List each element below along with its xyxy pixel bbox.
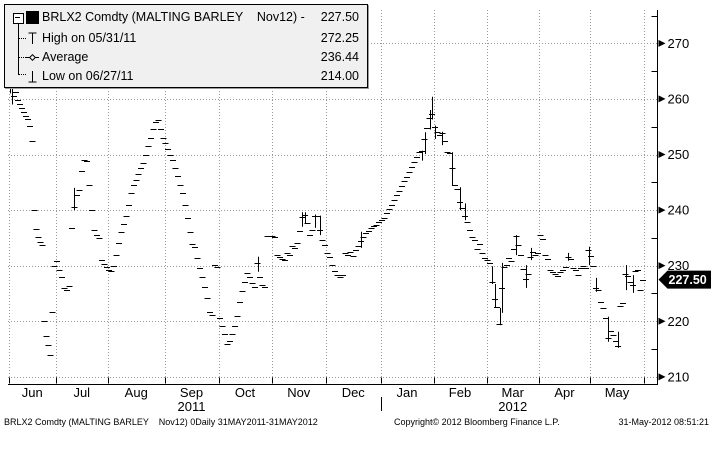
month-label: Feb	[449, 385, 471, 400]
average-value: 236.44	[320, 50, 359, 64]
month-label: Sep	[180, 385, 203, 400]
x-axis-ticks	[8, 377, 646, 384]
y-axis-label: 230	[668, 258, 690, 273]
status-security-text: BRLX2 Comdty (MALTING BARLEY Nov12) 0Dai…	[4, 417, 318, 427]
high-value: 272.25	[320, 31, 359, 45]
y-axis-minor-ticks	[651, 16, 658, 350]
y-axis-label: 240	[668, 203, 690, 218]
legend-tree-branch	[18, 38, 26, 40]
y-axis-label: 270	[668, 36, 690, 51]
month-label: Jun	[22, 385, 43, 400]
last-price-value: 227.50	[320, 10, 359, 24]
y-axis-label: 210	[668, 369, 690, 384]
month-label: Apr	[554, 385, 575, 400]
y-tick-arrow-icon	[658, 206, 666, 214]
y-tick-arrow-icon	[658, 151, 666, 159]
month-label: Aug	[125, 385, 148, 400]
timestamp-text: 31-May-2012 08:51:21	[618, 417, 709, 427]
legend-tree-line	[18, 22, 19, 74]
high-marker-icon	[28, 32, 37, 44]
month-label: Dec	[342, 385, 366, 400]
month-label: May	[605, 385, 630, 400]
copyright-text: Copyright© 2012 Bloomberg Finance L.P.	[394, 417, 560, 427]
month-label: Mar	[502, 385, 525, 400]
legend-box[interactable]: BRLX2 Comdty (MALTING BARLEY Nov12) - 22…	[4, 4, 368, 88]
y-tick-arrow-icon	[658, 39, 666, 47]
legend-low-row[interactable]: Low on 06/27/11 214.00	[5, 67, 367, 86]
series-swatch-icon	[26, 11, 39, 24]
y-tick-arrow-icon	[658, 373, 666, 381]
tree-collapse-icon[interactable]	[13, 13, 24, 24]
status-bar: BRLX2 Comdty (MALTING BARLEY Nov12) 0Dai…	[0, 415, 712, 431]
security-title: BRLX2 Comdty (MALTING BARLEY Nov12) -	[42, 10, 309, 24]
legend-title-row[interactable]: BRLX2 Comdty (MALTING BARLEY Nov12) - 22…	[5, 8, 367, 27]
average-label: Average	[42, 50, 89, 64]
y-tick-arrow-icon	[658, 95, 666, 103]
high-label: High on 05/31/11	[42, 31, 137, 45]
y-axis-label: 220	[668, 314, 690, 329]
legend-tree-branch	[18, 74, 26, 76]
low-value: 214.00	[320, 69, 359, 83]
legend-tree-branch	[18, 57, 26, 59]
month-label: Jan	[397, 385, 418, 400]
low-label: Low on 06/27/11	[42, 69, 134, 83]
last-price-tag	[658, 270, 711, 289]
year-label: 2011	[178, 399, 206, 414]
y-tick-arrow-icon	[658, 262, 666, 270]
axis-lines	[8, 10, 659, 386]
year-label: 2012	[498, 399, 527, 414]
bloomberg-chart-window: { "colors":{"grid":"#999999","axis":"#00…	[0, 4, 712, 431]
low-marker-icon	[28, 71, 37, 83]
month-label: Jul	[73, 385, 90, 400]
legend-average-row[interactable]: Average 236.44	[5, 48, 367, 67]
y-tick-arrow-icon	[658, 317, 666, 325]
y-axis-label: 260	[668, 91, 690, 106]
month-label: Oct	[235, 385, 256, 400]
average-marker-icon	[26, 53, 39, 62]
last-price-tag-text: 227.50	[669, 273, 707, 287]
legend-high-row[interactable]: High on 05/31/11 272.25	[5, 29, 367, 48]
month-label: Nov	[287, 385, 311, 400]
y-axis-label: 250	[668, 147, 690, 162]
